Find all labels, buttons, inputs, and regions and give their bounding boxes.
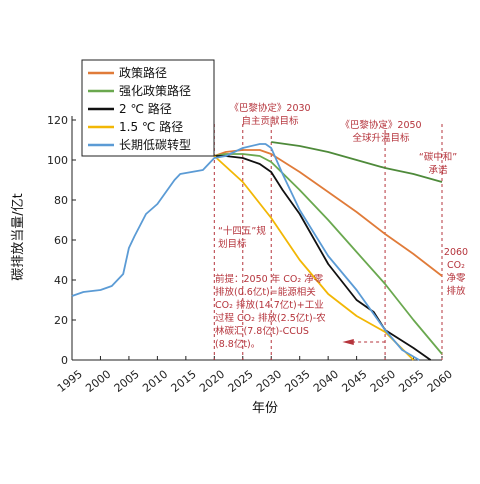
annotation-carbon-neutral: 承诺 <box>428 165 448 176</box>
x-tick-label: 1995 <box>55 368 85 395</box>
x-tick-label: 2050 <box>368 368 398 395</box>
legend-label: 2 ℃ 路径 <box>119 101 172 116</box>
annotation-14th-fyp: “十四五”规 <box>218 225 266 237</box>
annotation-premise: 前提：2050 年 CO₂ 净零 <box>215 273 324 285</box>
annotation-2060-co2: 净零 <box>446 272 466 284</box>
annotation-2060-co2: CO₂ <box>447 260 465 271</box>
x-tick-label: 2040 <box>311 368 341 395</box>
x-tick-label: 2020 <box>197 368 227 395</box>
legend-label: 1.5 ℃ 路径 <box>119 119 183 134</box>
annotation-premise: (8.8亿t)。 <box>215 338 260 350</box>
y-tick-label: 120 <box>47 114 68 127</box>
annotation-carbon-neutral: “碳中和” <box>419 151 457 163</box>
x-tick-label: 2055 <box>396 368 426 395</box>
arrow-head <box>342 339 354 345</box>
annotation-paris-ndc: 自主贡献目标 <box>241 115 299 127</box>
y-axis-label: 碳排放当量/亿t <box>11 193 26 280</box>
x-axis-label: 年份 <box>252 401 278 416</box>
y-tick-label: 80 <box>54 194 68 207</box>
annotation-premise: 林碳汇(7.8亿t)-CCUS <box>215 325 309 337</box>
annotation-paris-temp: 《巴黎协定》2050 <box>340 119 421 131</box>
y-tick-label: 0 <box>61 354 68 367</box>
annotation-premise: 排放(0.6亿t)=能源相关 <box>215 286 316 298</box>
annotation-2060-co2: 排放 <box>446 285 466 297</box>
axes <box>71 116 442 361</box>
x-tick-label: 2025 <box>226 368 256 395</box>
series-line-5 <box>271 141 443 183</box>
x-tick-label: 2045 <box>339 368 369 395</box>
legend-label: 政策路径 <box>119 65 167 80</box>
x-tick-label: 2005 <box>112 368 142 395</box>
x-tick-label: 2060 <box>425 368 455 395</box>
milestone-markers <box>213 124 443 360</box>
series-line-1 <box>214 153 443 355</box>
annotation-premise: CO₂ 排放(14.7亿t)+工业 <box>215 299 324 311</box>
x-tick-label: 2000 <box>83 368 113 395</box>
y-tick-label: 100 <box>47 154 68 167</box>
legend-label: 长期低碳转型 <box>119 137 191 152</box>
annotation-14th-fyp: 划目标 <box>218 238 247 250</box>
x-tick-label: 2010 <box>140 368 170 395</box>
series-line-3 <box>213 155 415 361</box>
y-tick-label: 60 <box>54 234 68 247</box>
series-line-4 <box>71 143 420 361</box>
x-tick-label: 2035 <box>283 368 313 395</box>
series-lines <box>71 141 443 361</box>
annotation-premise: 过程 CO₂ 排放(2.5亿t)-农 <box>215 312 326 324</box>
annotation-paris-ndc: 《巴黎协定》2030 <box>229 102 310 114</box>
x-tick-label: 2030 <box>254 368 284 395</box>
legend-label: 强化政策路径 <box>119 83 191 98</box>
x-tick-label: 2015 <box>169 368 199 395</box>
y-tick-label: 40 <box>54 274 68 287</box>
annotation-paris-temp: 全球升温目标 <box>352 132 410 144</box>
y-tick-label: 20 <box>54 314 68 327</box>
annotation-2060-co2: 2060 <box>444 247 468 258</box>
